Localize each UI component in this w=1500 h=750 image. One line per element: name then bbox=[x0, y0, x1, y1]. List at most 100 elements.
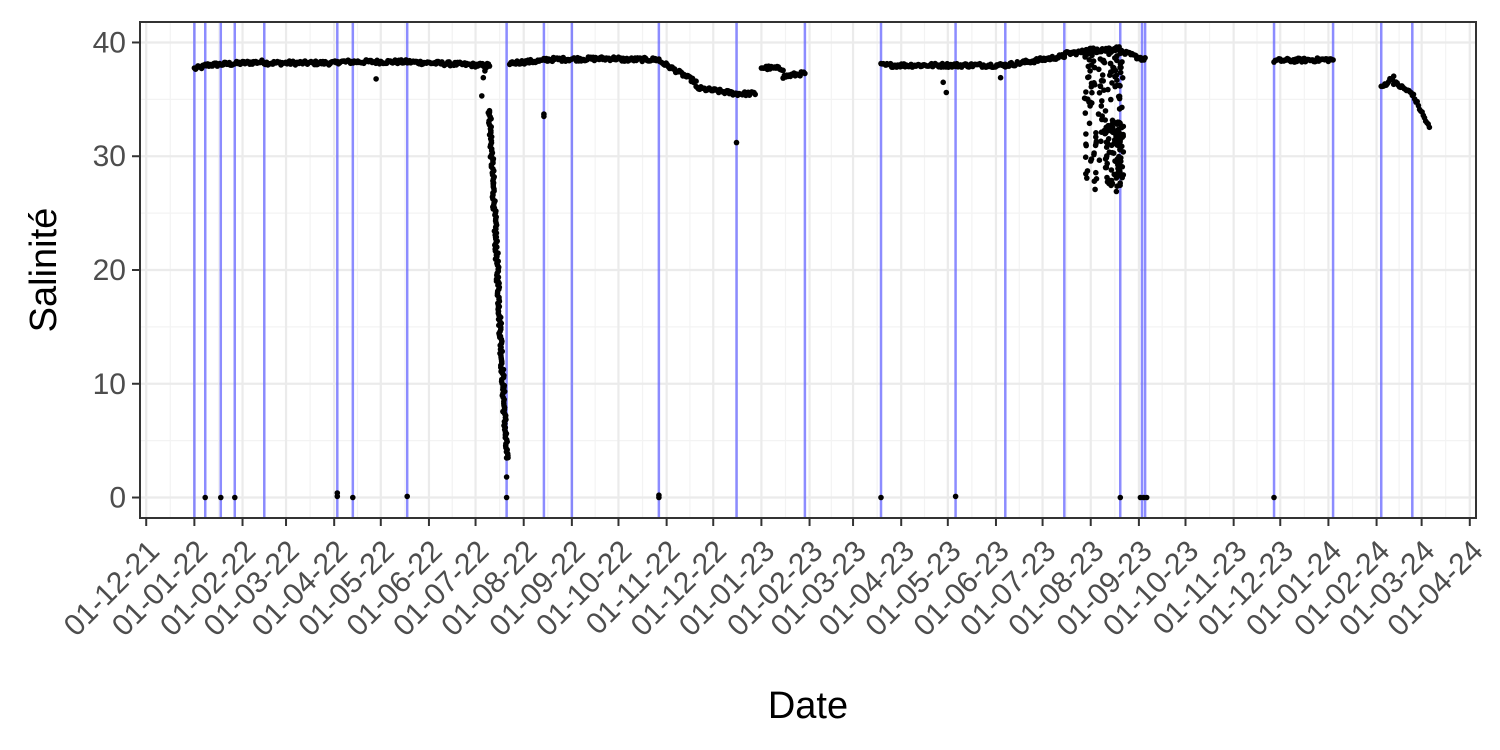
data-point bbox=[1087, 68, 1093, 74]
data-point bbox=[1114, 46, 1121, 52]
data-point bbox=[1103, 144, 1110, 150]
data-point bbox=[1084, 175, 1090, 181]
data-point bbox=[1142, 55, 1148, 61]
data-point bbox=[1102, 117, 1108, 123]
y-tick-label: 20 bbox=[93, 254, 126, 287]
data-point bbox=[1097, 83, 1104, 90]
data-point bbox=[780, 67, 786, 74]
y-tick-label: 10 bbox=[93, 368, 126, 401]
data-point bbox=[1093, 176, 1100, 182]
data-point bbox=[1113, 128, 1120, 134]
data-point bbox=[1143, 494, 1150, 501]
data-point bbox=[1110, 120, 1117, 126]
data-point bbox=[232, 494, 238, 501]
data-point bbox=[1083, 142, 1089, 149]
data-point bbox=[1104, 153, 1110, 159]
data-point bbox=[1108, 167, 1115, 173]
data-point bbox=[480, 74, 487, 81]
data-point bbox=[1110, 150, 1117, 156]
data-point bbox=[1088, 80, 1095, 87]
data-point bbox=[656, 492, 662, 499]
data-point bbox=[693, 78, 699, 84]
data-point bbox=[1109, 80, 1115, 86]
data-point bbox=[1106, 127, 1113, 134]
data-point bbox=[218, 494, 224, 501]
data-point bbox=[1092, 186, 1098, 193]
data-point bbox=[733, 139, 740, 146]
data-point bbox=[541, 111, 547, 117]
data-point bbox=[1119, 75, 1126, 81]
data-point bbox=[1088, 158, 1094, 164]
data-point bbox=[479, 93, 485, 99]
data-point bbox=[1101, 87, 1107, 93]
y-tick-label: 30 bbox=[93, 140, 126, 173]
data-point bbox=[1102, 108, 1109, 114]
data-point bbox=[1113, 72, 1120, 79]
data-point bbox=[878, 494, 884, 501]
data-point bbox=[1108, 69, 1115, 75]
data-point bbox=[1116, 95, 1123, 102]
data-point bbox=[1089, 89, 1095, 96]
data-point bbox=[1117, 138, 1123, 145]
data-point bbox=[1118, 124, 1125, 131]
data-point bbox=[1114, 82, 1120, 89]
data-point bbox=[1093, 169, 1099, 176]
data-point bbox=[1103, 139, 1110, 145]
data-point bbox=[1109, 48, 1116, 54]
data-point bbox=[1410, 91, 1417, 98]
data-point bbox=[1093, 130, 1099, 136]
y-tick-label: 40 bbox=[93, 26, 126, 59]
data-point bbox=[1100, 78, 1106, 84]
data-point bbox=[1093, 134, 1099, 140]
data-point bbox=[1096, 66, 1102, 73]
data-point bbox=[1095, 111, 1102, 117]
data-point bbox=[1115, 119, 1122, 126]
data-point bbox=[503, 494, 510, 501]
data-point bbox=[1082, 54, 1088, 60]
data-point bbox=[1120, 131, 1126, 138]
data-point bbox=[1082, 154, 1089, 160]
data-point bbox=[1119, 164, 1126, 170]
data-point bbox=[1106, 51, 1112, 58]
data-point bbox=[1099, 72, 1106, 78]
y-tick-label: 0 bbox=[109, 482, 126, 515]
data-point bbox=[1113, 188, 1120, 195]
data-point bbox=[1116, 170, 1123, 177]
data-point bbox=[1087, 45, 1093, 52]
data-point bbox=[1112, 158, 1118, 164]
data-point bbox=[1086, 120, 1093, 127]
data-point bbox=[940, 79, 946, 86]
data-point bbox=[1271, 494, 1277, 501]
data-point bbox=[943, 89, 950, 96]
data-points bbox=[191, 44, 1433, 501]
data-point bbox=[1083, 131, 1089, 137]
data-point bbox=[1083, 89, 1089, 95]
data-point bbox=[334, 490, 341, 496]
data-point bbox=[1107, 60, 1114, 67]
x-axis-title: Date bbox=[768, 685, 848, 727]
data-point bbox=[1091, 150, 1097, 156]
data-point bbox=[1100, 57, 1107, 64]
data-point bbox=[505, 454, 511, 461]
data-point bbox=[997, 74, 1004, 81]
data-point bbox=[1088, 62, 1095, 68]
data-point bbox=[202, 494, 208, 501]
data-point bbox=[1108, 96, 1114, 103]
data-point bbox=[1089, 52, 1095, 59]
data-point bbox=[503, 474, 510, 480]
data-point bbox=[1082, 110, 1089, 116]
data-point bbox=[1086, 98, 1092, 105]
data-point bbox=[1099, 46, 1106, 52]
data-point bbox=[1117, 494, 1124, 501]
data-point bbox=[483, 64, 490, 71]
data-point bbox=[1115, 162, 1121, 168]
data-point bbox=[1390, 73, 1397, 79]
data-point bbox=[503, 449, 510, 455]
data-point bbox=[373, 76, 379, 82]
data-point bbox=[1330, 57, 1336, 63]
data-point bbox=[1084, 168, 1091, 174]
data-point bbox=[1114, 77, 1120, 83]
data-point bbox=[1102, 130, 1108, 137]
data-point bbox=[1104, 160, 1110, 167]
